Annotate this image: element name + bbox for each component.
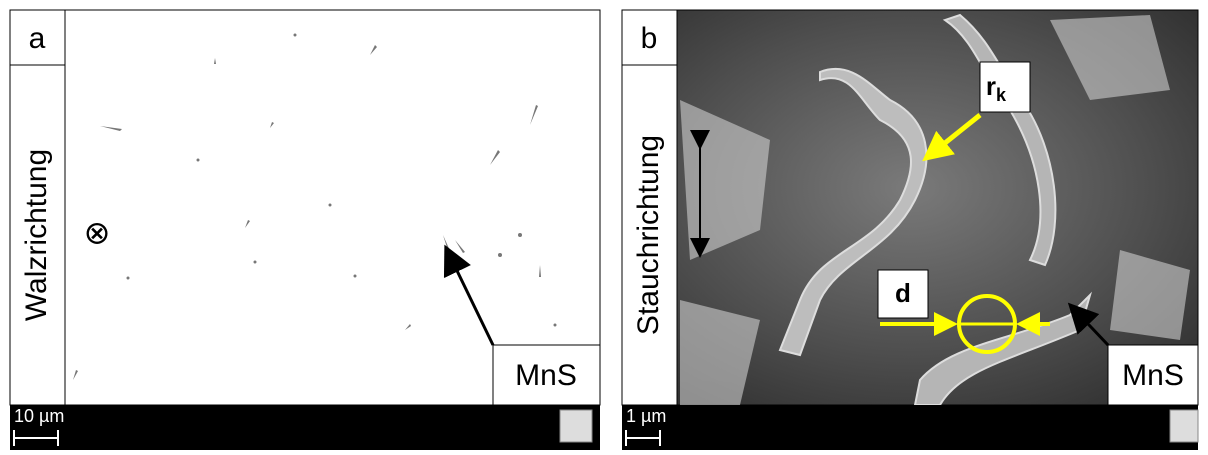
logo <box>1170 410 1198 442</box>
logo <box>560 410 592 442</box>
direction-label: Stauchrichtung <box>632 135 665 335</box>
radius-sub: k <box>996 85 1007 105</box>
direction-label: Walzrichtung <box>20 149 53 321</box>
scale-bar-strip <box>10 405 600 450</box>
scale-label: 1 µm <box>626 406 666 426</box>
scale-label: 10 µm <box>14 406 64 426</box>
annotation: MnS <box>1122 359 1184 392</box>
annotation: MnS <box>515 359 577 392</box>
panel-a: a Walzrichtung ⊗ MnS 10 µm <box>10 10 600 450</box>
panel-b: b Stauchrichtung rk d MnS 1 µm <box>622 10 1198 450</box>
panel-label: a <box>29 22 46 55</box>
diameter-label: d <box>895 278 911 308</box>
scale-bar-strip <box>622 405 1198 450</box>
direction-symbol: ⊗ <box>84 214 111 250</box>
figure: a Walzrichtung ⊗ MnS 10 µm b Stauchricht… <box>0 0 1208 450</box>
radius-base: r <box>986 71 996 101</box>
panel-label: b <box>641 22 658 55</box>
